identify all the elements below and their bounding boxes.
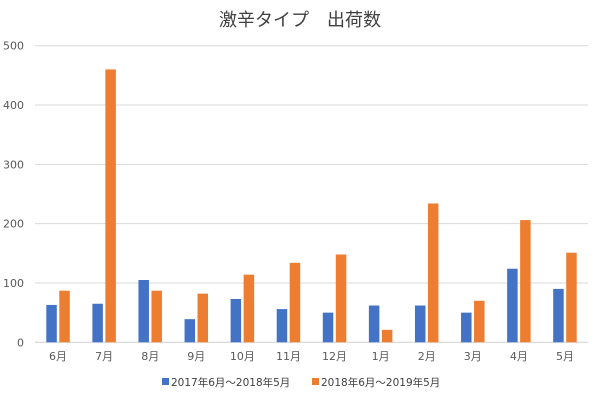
x-tick-label: 5月: [556, 350, 574, 363]
chart-title: 激辛タイプ 出荷数: [219, 10, 381, 31]
legend-swatch: [162, 378, 169, 385]
bar-series-1: [138, 280, 149, 343]
bar-series-2: [59, 290, 70, 343]
bar-series-2: [520, 220, 531, 343]
x-tick-label: 12月: [322, 350, 347, 363]
bar-series-2: [427, 203, 439, 343]
y-tick-label: 300: [3, 158, 24, 171]
bar-series-1: [461, 312, 472, 343]
x-tick-label: 2月: [418, 350, 436, 363]
bar-series-1: [553, 288, 564, 343]
y-tick-label: 0: [17, 336, 24, 349]
bar-series-2: [335, 254, 347, 343]
bar-series-2: [197, 293, 209, 343]
x-tick-label: 1月: [372, 350, 390, 363]
y-tick-label: 100: [3, 277, 24, 290]
bar-series-2: [381, 329, 393, 343]
legend: 2017年6月～2018年5月 2018年6月～2019年5月: [162, 376, 440, 389]
y-tick-label: 500: [3, 40, 24, 53]
bar-series-1: [184, 319, 196, 343]
y-axis: 0 100 200 300 400 500: [3, 40, 24, 350]
legend-swatch: [312, 378, 319, 385]
bar-series-1: [276, 309, 288, 343]
x-tick-label: 6月: [49, 350, 67, 363]
bar-series-2: [474, 300, 485, 343]
bar-series-2: [289, 262, 301, 343]
bar-series-1: [46, 304, 57, 343]
x-tick-label: 11月: [276, 350, 301, 363]
x-axis: 6月 7月 8月 9月 10月 11月 12月 1月 2月 3月 4月 5月: [49, 350, 574, 363]
x-tick-label: 7月: [95, 350, 113, 363]
x-tick-label: 8月: [141, 350, 159, 363]
y-tick-label: 200: [3, 218, 24, 231]
y-tick-label: 400: [3, 99, 24, 112]
bar-series-2: [243, 274, 255, 343]
gridlines: [35, 45, 588, 343]
bars: [46, 69, 577, 343]
bar-series-1: [414, 305, 426, 343]
legend-label: 2018年6月～2019年5月: [321, 376, 440, 389]
x-tick-label: 10月: [230, 350, 255, 363]
bar-series-2: [151, 290, 162, 343]
bar-series-1: [322, 312, 334, 343]
bar-series-2: [105, 69, 116, 343]
bar-series-1: [92, 303, 103, 343]
bar-series-1: [230, 298, 242, 343]
bar-series-1: [368, 305, 380, 343]
x-tick-label: 3月: [464, 350, 482, 363]
bar-series-2: [566, 252, 577, 343]
legend-label: 2017年6月～2018年5月: [171, 376, 290, 389]
x-tick-label: 4月: [510, 350, 528, 363]
bar-series-1: [507, 268, 518, 343]
x-tick-label: 9月: [187, 350, 205, 363]
